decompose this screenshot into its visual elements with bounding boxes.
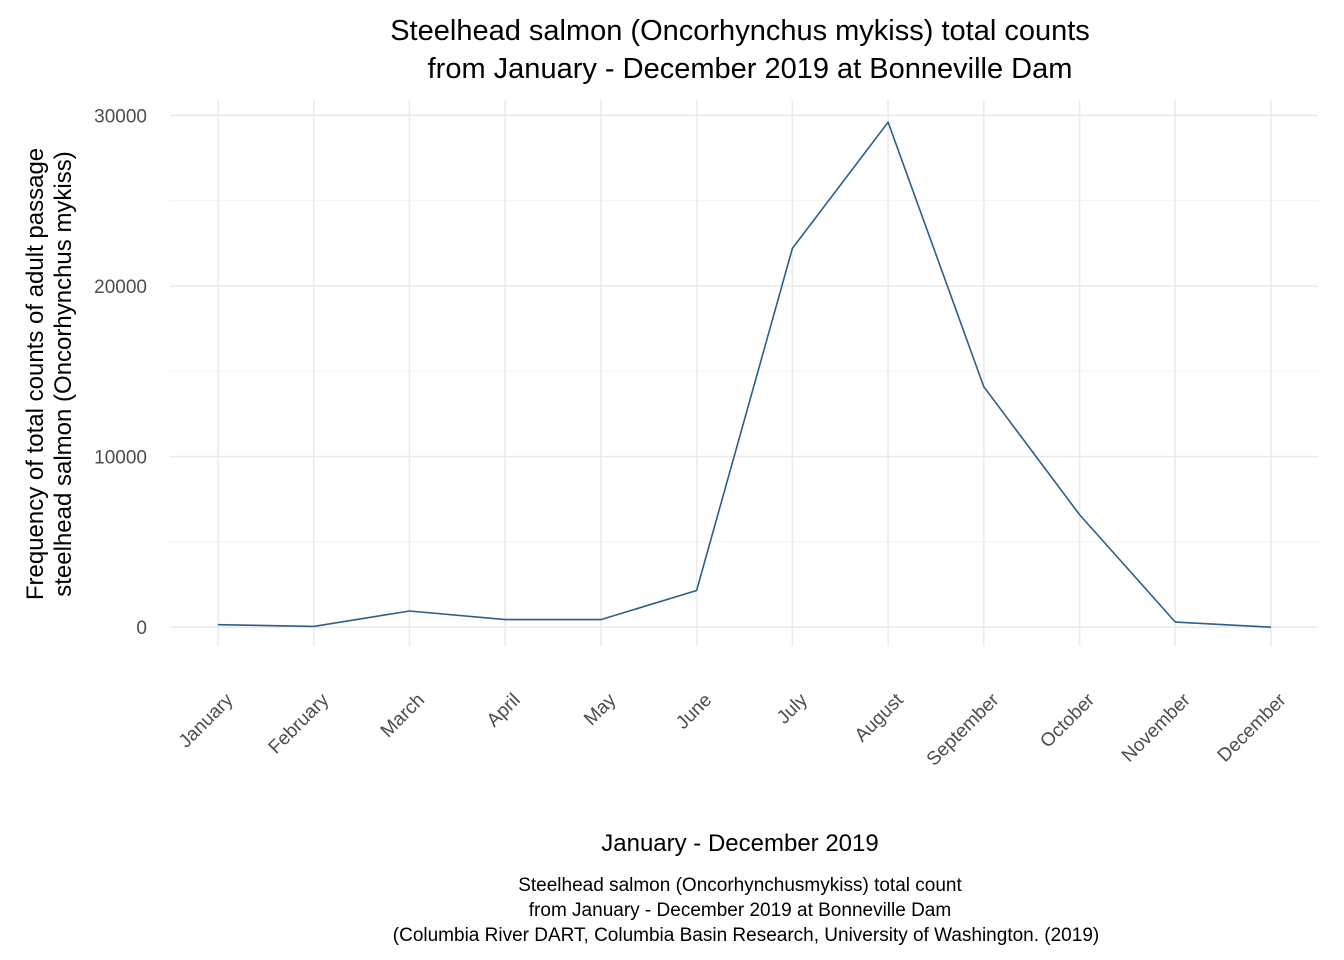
chart-title-line-1: Steelhead salmon (Oncorhynchus mykiss) t… <box>390 15 1090 47</box>
y-axis-ticks: 0 10000 20000 30000 <box>94 106 147 639</box>
y-tick-label: 0 <box>136 618 147 639</box>
x-tick-label: December <box>1214 689 1291 766</box>
y-tick-label: 20000 <box>94 277 147 298</box>
x-axis-title: January - December 2019 <box>601 830 878 857</box>
x-axis-ticks: January February March April May June July Augu… <box>175 689 1291 770</box>
x-tick-label: March <box>377 690 429 742</box>
x-tick-label: January <box>175 689 238 752</box>
y-tick-label: 10000 <box>94 448 147 469</box>
x-tick-label: August <box>851 689 908 746</box>
x-tick-label: November <box>1118 689 1195 766</box>
x-tick-label: May <box>580 689 621 730</box>
x-tick-label: June <box>672 690 716 734</box>
x-tick-label: February <box>265 689 334 758</box>
chart-title-line-2: from January - December 2019 at Bonnevil… <box>428 53 1073 85</box>
x-tick-label: July <box>773 689 812 728</box>
y-axis-title-line-2: steelhead salmon (Oncorhynchus mykiss) <box>50 151 77 597</box>
y-tick-label: 30000 <box>94 106 147 127</box>
y-axis-title: Frequency of total counts of adult passa… <box>22 148 77 600</box>
x-tick-label: April <box>483 690 525 732</box>
caption-line-1: Steelhead salmon (Oncorhynchusmykiss) to… <box>518 875 962 896</box>
caption-line-2: from January - December 2019 at Bonnevil… <box>529 900 951 921</box>
x-tick-label: September <box>923 689 1004 770</box>
series-layer <box>217 121 1272 628</box>
series-line <box>217 121 1272 628</box>
y-axis-title-line-1: Frequency of total counts of adult passa… <box>22 148 49 600</box>
chart-title: Steelhead salmon (Oncorhynchus mykiss) t… <box>390 15 1090 85</box>
caption: Steelhead salmon (Oncorhynchusmykiss) to… <box>393 875 1099 946</box>
caption-line-3: (Columbia River DART, Columbia Basin Res… <box>393 925 1099 946</box>
gridlines <box>170 100 1318 646</box>
x-tick-label: October <box>1036 689 1099 752</box>
